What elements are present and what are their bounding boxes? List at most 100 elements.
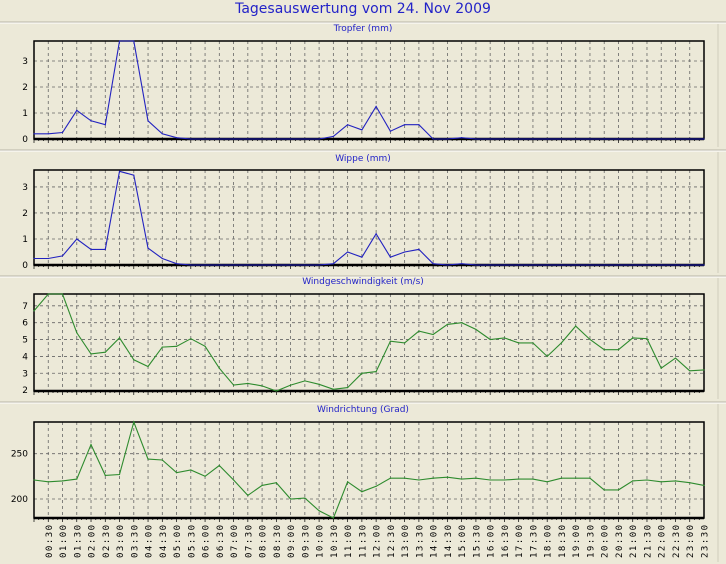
data-point — [104, 124, 106, 126]
data-point — [361, 256, 363, 258]
data-point — [461, 478, 463, 480]
data-point — [261, 484, 263, 486]
data-point — [190, 264, 192, 266]
x-tick-label: 08:00 — [259, 523, 269, 558]
data-point — [275, 482, 277, 484]
y-tick-label: 3 — [22, 369, 28, 379]
data-point — [218, 264, 220, 266]
data-point — [218, 464, 220, 467]
data-point — [446, 323, 449, 325]
data-point — [646, 479, 648, 481]
data-point — [275, 390, 277, 392]
data-point — [104, 248, 106, 250]
data-point — [603, 349, 605, 351]
x-tick-label: 01:00 — [59, 523, 69, 558]
x-tick-label: 12:30 — [387, 523, 397, 558]
x-tick-label: 14:30 — [444, 523, 454, 558]
data-point — [404, 477, 406, 479]
data-point — [304, 380, 306, 382]
data-point — [147, 247, 149, 249]
data-point — [118, 170, 121, 172]
main-title: Tagesauswertung vom 24. Nov 2009 — [235, 1, 491, 17]
data-point — [47, 293, 49, 295]
data-point — [503, 337, 506, 339]
data-point — [389, 477, 391, 479]
data-point — [489, 264, 491, 266]
data-point — [190, 469, 192, 471]
data-point — [104, 474, 106, 477]
data-point — [318, 138, 320, 140]
x-tick-label: 17:30 — [529, 523, 539, 558]
data-point — [703, 369, 705, 371]
y-tick-label: 0 — [22, 135, 28, 145]
data-point — [475, 477, 477, 479]
data-point — [33, 479, 35, 481]
y-tick-label: 6 — [22, 319, 28, 329]
data-point — [61, 131, 64, 134]
data-point — [632, 337, 634, 339]
data-point — [175, 137, 178, 139]
data-point — [446, 264, 449, 266]
x-tick-label: 06:30 — [216, 523, 226, 558]
x-tick-label: 09:30 — [301, 523, 311, 558]
data-point — [161, 346, 163, 348]
data-point — [617, 138, 620, 140]
y-tick-label: 250 — [11, 450, 28, 460]
data-point — [147, 458, 149, 460]
x-tick-label: 22:00 — [658, 523, 668, 558]
x-tick-label: 18:30 — [558, 523, 568, 558]
data-point — [147, 120, 149, 122]
data-point — [347, 387, 349, 389]
x-tick-label: 17:00 — [515, 523, 525, 558]
data-point — [33, 257, 35, 260]
data-point — [674, 357, 677, 359]
x-tick-label: 18:00 — [544, 523, 554, 558]
y-tick-label: 7 — [22, 302, 28, 312]
data-point — [289, 498, 292, 500]
data-point — [90, 248, 92, 250]
data-point — [275, 138, 277, 140]
data-point — [646, 138, 648, 140]
data-point — [546, 138, 548, 140]
data-point — [432, 138, 434, 140]
data-point — [90, 120, 92, 122]
data-point — [461, 137, 463, 139]
plot-frame — [33, 421, 705, 519]
data-point — [76, 332, 78, 334]
x-tick-label: 14:00 — [430, 523, 440, 558]
data-point — [646, 338, 648, 340]
data-point — [489, 138, 491, 140]
x-tick-label: 12:00 — [373, 523, 383, 558]
data-point — [375, 105, 377, 108]
data-point — [332, 263, 334, 265]
x-tick-label: 16:30 — [501, 523, 511, 558]
data-point — [289, 384, 292, 386]
data-point — [161, 257, 163, 260]
data-point — [532, 478, 534, 480]
data-point — [232, 138, 235, 140]
data-point — [589, 338, 591, 341]
y-tick-label: 2 — [22, 386, 28, 396]
data-point — [104, 351, 106, 353]
data-point — [347, 481, 349, 483]
panel-title: Windgeschwindigkeit (m/s) — [302, 277, 424, 287]
data-point — [632, 264, 634, 266]
x-tick-label: 05:30 — [187, 523, 197, 558]
data-point — [289, 138, 292, 140]
data-point — [489, 479, 491, 481]
data-point — [33, 310, 35, 312]
data-point — [418, 248, 420, 250]
data-point — [118, 40, 121, 42]
data-point — [703, 138, 705, 140]
data-point — [347, 124, 349, 126]
x-tick-label: 20:00 — [601, 523, 611, 558]
data-point — [361, 372, 363, 374]
data-point — [703, 264, 705, 266]
x-tick-label: 08:30 — [273, 523, 283, 558]
data-point — [389, 256, 391, 258]
data-point — [347, 251, 349, 253]
data-point — [617, 264, 620, 266]
data-point — [660, 264, 662, 266]
x-tick-label: 20:30 — [615, 523, 625, 558]
panel-title: Tropfer (mm) — [333, 24, 393, 34]
